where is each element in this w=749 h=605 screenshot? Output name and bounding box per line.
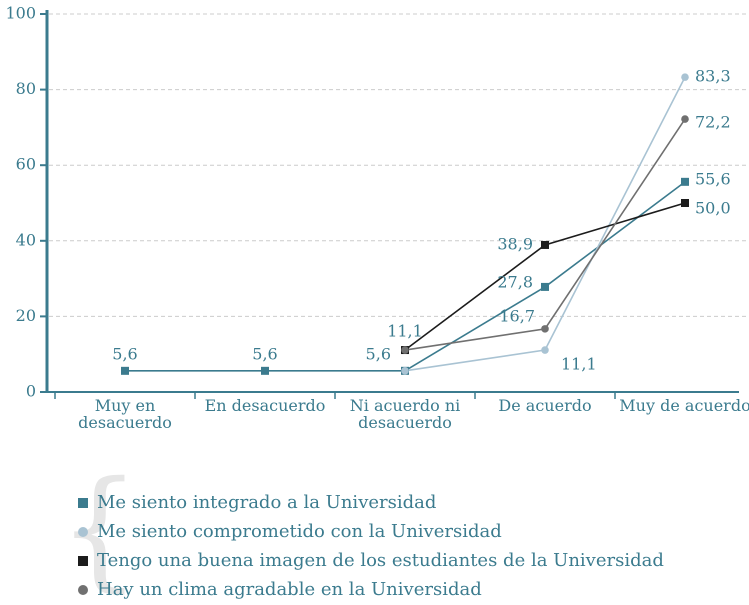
legend-marker [78,556,88,566]
data-label: 5,6 [112,344,137,363]
data-label: 27,8 [497,272,533,291]
x-tick-label: En desacuerdo [204,396,326,415]
legend-marker [78,498,88,508]
x-tick-label: Muy de acuerdo [619,396,749,415]
x-tick-label: Muy en desacuerdo [78,396,172,432]
legend-label: Me siento integrado a la Universidad [97,492,436,513]
series-line [125,181,686,372]
data-point [401,367,409,375]
legend-marker [78,585,88,595]
data-point [261,366,269,375]
y-tick-label: 20 [16,306,36,325]
data-label: 83,3 [695,67,731,86]
data-label: 11,1 [387,322,423,341]
y-tick-label: 40 [16,230,36,249]
brace-decoration: { [58,453,141,605]
legend-marker [78,527,88,537]
data-label: 5,6 [366,344,391,363]
legend-label: Hay un clima agradable en la Universidad [97,579,482,600]
data-point [681,177,689,186]
data-point [541,346,549,354]
y-tick-label: 100 [5,4,36,23]
data-label: 16,7 [499,306,535,325]
y-tick-label: 80 [16,79,36,98]
legend-label: Me siento comprometido con la Universida… [97,521,502,542]
data-point [401,346,409,354]
data-label: 72,2 [695,113,731,132]
data-point [681,115,689,123]
x-tick-label: De acuerdo [498,396,592,415]
data-point [541,325,549,333]
data-point [541,240,549,249]
y-tick-label: 60 [16,155,36,174]
x-tick-label: Ni acuerdo ni desacuerdo [349,396,461,432]
data-point [121,366,129,375]
y-tick-label: 0 [26,382,36,401]
legend-label: Tengo una buena imagen de los estudiante… [97,550,664,571]
data-point [681,199,689,207]
data-point [681,73,689,81]
data-point [541,282,549,291]
series-line [404,118,686,351]
data-label: 5,6 [252,344,277,363]
data-label: 55,6 [695,169,731,188]
data-label: 50,0 [695,199,731,218]
data-label: 11,1 [561,355,597,374]
data-label: 38,9 [497,234,533,253]
